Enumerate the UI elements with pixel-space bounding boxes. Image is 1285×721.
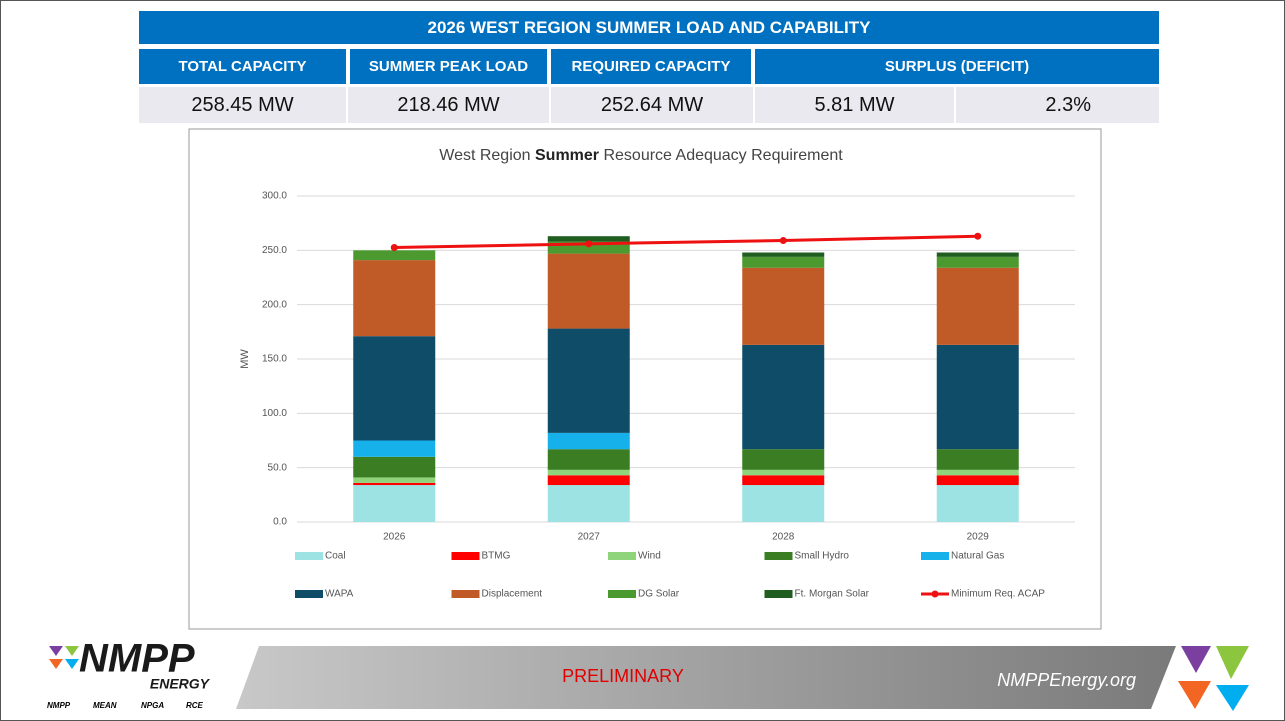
table-header: SUMMER PEAK LOAD (350, 49, 547, 84)
title-part: Summer (535, 147, 599, 164)
legend-label: Minimum Req. ACAP (951, 589, 1045, 600)
bar-segment (353, 250, 436, 261)
bar-segment (936, 256, 1019, 268)
footer-banner (236, 646, 1176, 709)
table-header: TOTAL CAPACITY (139, 49, 346, 84)
line-series (394, 234, 978, 250)
legend-swatch (608, 590, 636, 598)
table-value: 5.81 MW (755, 87, 954, 123)
bar-segment (742, 469, 825, 476)
bar-segment (547, 432, 630, 450)
y-tick-label: 100.0 (262, 408, 287, 419)
x-tick-label: 2029 (967, 532, 990, 543)
legend-label: Coal (325, 551, 346, 562)
table-header: SURPLUS (DEFICIT) (755, 49, 1159, 84)
y-tick-label: 0.0 (273, 517, 287, 528)
line-point (390, 244, 398, 252)
line-point (779, 237, 787, 245)
title-part: West Region (439, 147, 535, 164)
y-tick-label: 300.0 (262, 191, 287, 202)
bar-segment (936, 267, 1019, 345)
table-value: 258.45 MW (139, 87, 346, 123)
bar-segment (353, 440, 436, 457)
bar-segment (547, 328, 630, 433)
bar-segment (742, 485, 825, 522)
bar-segment (742, 256, 825, 268)
x-tick-label: 2027 (578, 532, 601, 543)
legend-swatch (764, 590, 793, 598)
legend-label: Ft. Morgan Solar (795, 589, 870, 600)
legend-label: Displacement (482, 589, 543, 600)
bar-segment (547, 475, 630, 486)
legend-label: Wind (638, 551, 661, 562)
member: MEAN (93, 701, 117, 710)
line-point (585, 240, 593, 248)
legend-label: DG Solar (638, 589, 680, 600)
bar-segment (742, 344, 825, 450)
bar-segment (353, 456, 436, 478)
legend-label: WAPA (325, 589, 354, 600)
bar-segment (742, 449, 825, 470)
x-tick-label: 2028 (772, 532, 795, 543)
legend-label: Natural Gas (951, 551, 1004, 562)
bar-segment (353, 477, 436, 483)
footer-url: NMPPEnergy.org (997, 670, 1136, 690)
member: RCE (186, 701, 204, 710)
legend-swatch (451, 590, 480, 598)
x-tick-label: 2026 (383, 532, 406, 543)
bar-segment (353, 485, 436, 522)
table-value: 2.3% (956, 87, 1159, 123)
legend-swatch (764, 552, 793, 560)
legend-label: Small Hydro (795, 551, 850, 562)
table-header: REQUIRED CAPACITY (551, 49, 751, 84)
bar-segment (936, 344, 1019, 450)
y-axis-label: MW (239, 349, 251, 369)
brand-triangles (1178, 646, 1249, 711)
bar-segment (742, 252, 825, 257)
bar-segment (936, 485, 1019, 522)
bar-segment (742, 267, 825, 345)
logo-text: NMPP (79, 637, 195, 681)
y-tick-label: 250.0 (262, 245, 287, 256)
logo-sub: ENERGY (150, 676, 211, 692)
legend-swatch (451, 552, 480, 560)
y-tick-label: 50.0 (268, 462, 288, 473)
bar-segment (547, 241, 630, 254)
legend-swatch (931, 590, 939, 598)
y-tick-label: 150.0 (262, 354, 287, 365)
bar-segment (936, 475, 1019, 486)
legend-swatch (608, 552, 636, 560)
banner-text: PRELIMINARY (562, 666, 684, 686)
bar-segment (547, 236, 630, 242)
y-tick-label: 200.0 (262, 299, 287, 310)
table-title: 2026 WEST REGION SUMMER LOAD AND CAPABIL… (139, 11, 1159, 44)
chart-title: West Region Summer Resource Adequacy Req… (439, 147, 843, 164)
legend-swatch (295, 552, 323, 560)
legend-swatch (921, 552, 949, 560)
bar-segment (353, 336, 436, 441)
legend-label: BTMG (482, 551, 511, 562)
line-point (974, 232, 982, 240)
logo: NMPP ENERGY NMPP MEAN NPGA RCE (47, 637, 211, 711)
table-value: 252.64 MW (551, 87, 753, 123)
table-value: 218.46 MW (348, 87, 549, 123)
bar-segment (547, 485, 630, 522)
title-part: Resource Adequacy Requirement (599, 147, 843, 164)
member: NPGA (141, 701, 164, 710)
legend-swatch (295, 590, 323, 598)
bar-segment (936, 252, 1019, 257)
bar-segment (936, 469, 1019, 476)
member: NMPP (47, 701, 71, 710)
bar-segment (353, 482, 436, 486)
bar-segment (547, 469, 630, 476)
bar-segment (547, 253, 630, 329)
bar-segment (353, 260, 436, 337)
bar-segment (547, 449, 630, 470)
bar-segment (936, 449, 1019, 470)
bar-segment (742, 475, 825, 486)
